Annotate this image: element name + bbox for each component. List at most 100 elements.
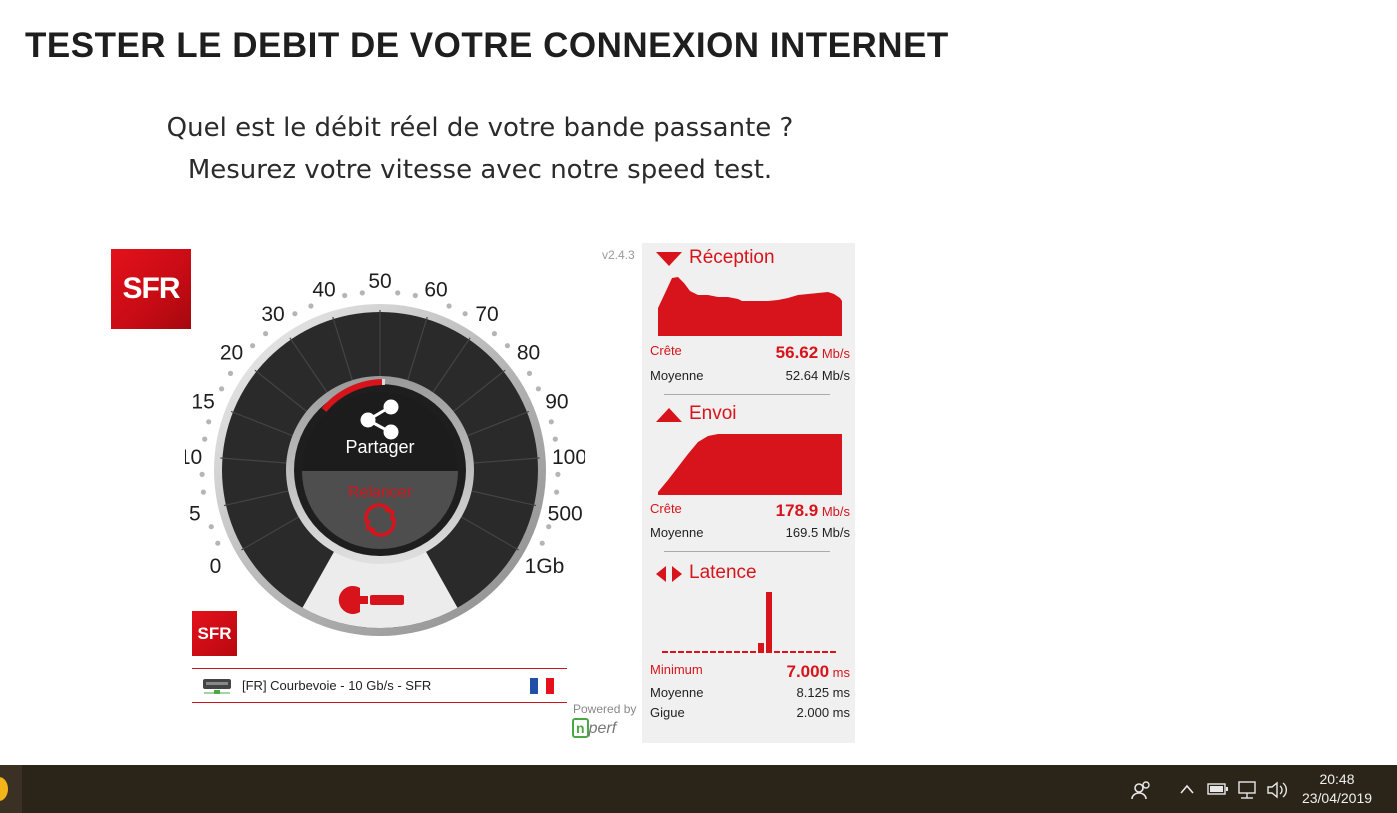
latency-title: Latence (689, 562, 757, 583)
powered-by-label: Powered by (573, 702, 637, 716)
gauge-tick-dot (219, 386, 225, 392)
france-flag-icon (530, 678, 554, 694)
gauge-segment-line (469, 489, 537, 507)
gauge-label: 15 (191, 391, 214, 414)
gauge-segment-line (254, 369, 309, 414)
gauge-label: 20 (220, 342, 243, 365)
gauge-label: 5 (189, 502, 201, 525)
clock-time: 20:48 (1319, 771, 1355, 787)
gauge-segment-line (465, 410, 530, 437)
sfr-logo-small: SFR (192, 611, 237, 656)
divider (664, 551, 830, 552)
gauge-segment-line (451, 369, 506, 414)
gauge-tick-dot (535, 386, 541, 392)
start-orb-icon (0, 777, 8, 801)
gauge-tick-dot (555, 471, 561, 477)
server-bar[interactable]: [FR] Courbevoie - 10 Gb/s - SFR (192, 668, 567, 703)
gauge-segment-line (406, 316, 428, 383)
gauge-tick-dot (342, 292, 348, 299)
gauge-label: 30 (261, 303, 284, 326)
gauge-tick-dot (504, 343, 510, 349)
download-arrow-icon (656, 252, 682, 266)
speed-gauge: Partager Relancer 0 5 10 15 20 30 40 50 60 70 80 90… (185, 270, 585, 636)
upload-arrow-icon (656, 408, 682, 422)
gauge-label: 100 (552, 446, 585, 469)
gauge-label: 80 (517, 342, 540, 365)
latency-icon (656, 566, 682, 582)
gauge-tick-dot (206, 419, 212, 425)
gauge-segment-line (241, 515, 301, 551)
wrench-icon[interactable] (338, 586, 404, 614)
gauge-segment-line (289, 337, 329, 395)
restart-button[interactable] (302, 471, 458, 549)
gauge-segment-line (471, 457, 540, 464)
divider (664, 394, 830, 395)
version-label: v2.4.3 (602, 248, 635, 262)
gauge-label: 70 (475, 303, 498, 326)
gauge-tick-dot (200, 489, 206, 495)
gauge-label: 90 (545, 391, 568, 414)
gauge-tick-dot (263, 331, 269, 337)
share-button[interactable] (302, 392, 458, 470)
volume-icon[interactable] (1266, 780, 1288, 800)
subtitle-line-1: Quel est le débit réel de votre bande pa… (166, 113, 794, 143)
gauge-tick-dot (292, 311, 298, 317)
upload-graph (658, 434, 842, 495)
gauge-segment-line (230, 410, 295, 437)
gauge-tick-dot (308, 303, 314, 309)
gauge-label: 60 (424, 278, 447, 301)
share-icon[interactable] (360, 399, 399, 440)
gauge-labels: 0 5 10 15 20 30 40 50 60 70 80 90 100 500 1Gb (185, 270, 585, 578)
gauge-tick-dot (227, 370, 234, 376)
gauge-segments (220, 310, 540, 551)
people-icon[interactable] (1131, 780, 1153, 800)
nperf-logo[interactable]: n perf (572, 718, 616, 738)
gauge-tick-dot (554, 489, 560, 495)
gauge-tick-dot (202, 436, 208, 442)
gauge-segment-line (223, 489, 291, 507)
gauge-tick-dot (446, 303, 452, 309)
gauge-tick-dot (199, 471, 205, 477)
gauge-tick-dot (395, 290, 401, 296)
gauge-tick-dot (359, 290, 365, 296)
server-name: [FR] Courbevoie - 10 Gb/s - SFR (242, 678, 432, 693)
chevron-up-icon[interactable] (1179, 783, 1195, 795)
gauge-label: 50 (368, 270, 391, 293)
taskbar-clock[interactable]: 20:48 23/04/2019 (1297, 770, 1377, 808)
gauge-tick-dot (412, 292, 418, 299)
gauge-segment-line (431, 337, 471, 395)
upload-title: Envoi (689, 403, 737, 424)
page-title: TESTER LE DEBIT DE VOTRE CONNEXION INTER… (25, 26, 949, 65)
network-icon[interactable] (1236, 780, 1258, 800)
gauge-tick-dot (250, 343, 256, 349)
gauge-segment-line (332, 316, 354, 383)
gauge-label: 1Gb (525, 555, 565, 578)
gauge-tick-dot (539, 540, 545, 546)
gauge-tick-dot (548, 419, 554, 425)
gauge-label: 40 (312, 278, 335, 301)
gauge-tick-dot (462, 311, 468, 317)
refresh-icon[interactable] (364, 503, 396, 537)
gauge-segment-line (459, 515, 519, 551)
gauge-segment-line (220, 457, 289, 464)
battery-icon[interactable] (1207, 783, 1229, 795)
gauge-tick-dot (546, 524, 552, 530)
latency-graph (662, 592, 836, 653)
progress-arc (321, 379, 383, 412)
gauge-label: 10 (185, 446, 202, 469)
gauge-tick-dot (526, 370, 533, 376)
reception-title: Réception (689, 247, 775, 268)
start-button[interactable] (0, 765, 22, 813)
results-panel: Réception Crête 56.62 Mb/s Moyenne 52.64… (642, 243, 855, 743)
gauge-tick-dot (552, 436, 558, 442)
restart-label[interactable]: Relancer (348, 484, 413, 501)
gauge-label: 0 (210, 555, 222, 578)
server-icon (203, 679, 231, 694)
sfr-logo[interactable]: SFR (111, 249, 191, 329)
reception-graph (658, 277, 842, 336)
taskbar: 20:48 23/04/2019 (0, 765, 1397, 813)
share-label[interactable]: Partager (345, 437, 414, 457)
gauge-tick-dot (491, 331, 497, 337)
subtitle-line-2: Mesurez votre vitesse avec notre speed t… (187, 155, 773, 185)
gauge-tick-dot (208, 524, 214, 530)
